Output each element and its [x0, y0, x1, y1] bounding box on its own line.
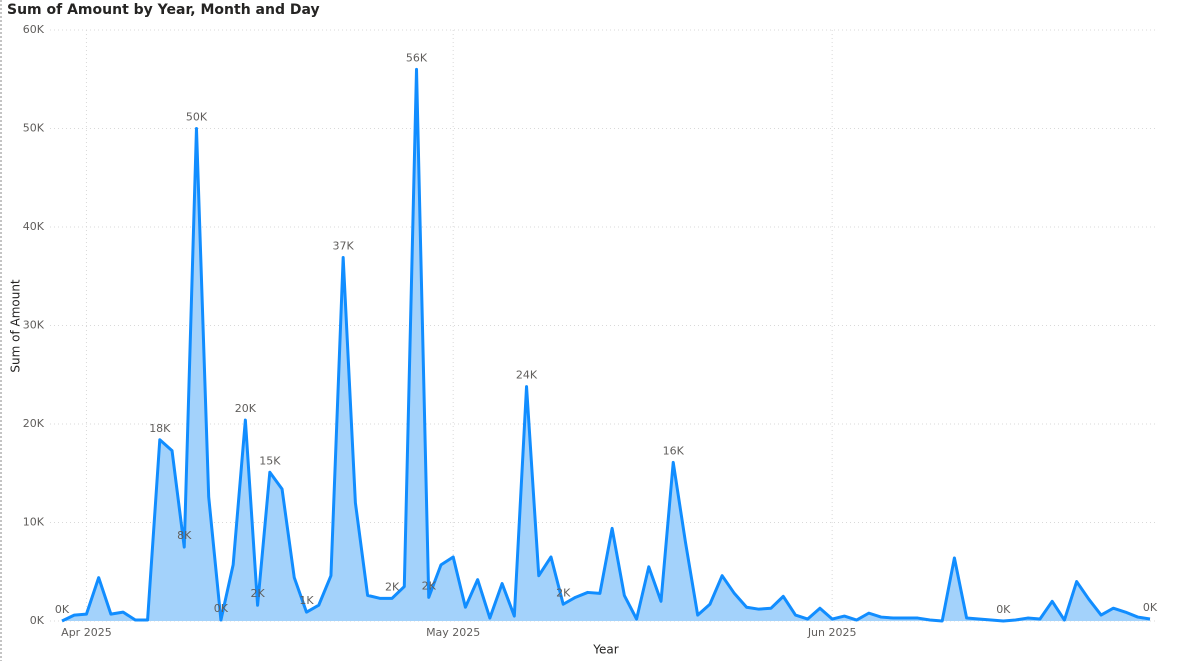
data-label: 2K — [422, 579, 437, 592]
y-tick-label: 40K — [23, 220, 45, 233]
y-tick-label: 60K — [23, 23, 45, 36]
y-tick-label: 20K — [23, 417, 45, 430]
data-label: 15K — [259, 454, 281, 467]
data-label: 50K — [186, 111, 208, 124]
data-label: 2K — [385, 580, 400, 593]
x-axis-title: Year — [592, 643, 618, 657]
data-label: 0K — [55, 603, 70, 616]
data-label: 37K — [333, 240, 355, 253]
data-label: 16K — [663, 444, 685, 457]
y-tick-label: 50K — [23, 122, 45, 135]
data-label: 0K — [996, 603, 1011, 616]
data-label: 24K — [516, 369, 538, 382]
data-label: 8K — [177, 529, 192, 542]
line — [61, 67, 1151, 623]
data-label: 2K — [556, 586, 571, 599]
data-label: 0K — [214, 602, 229, 615]
x-tick-label: Jun 2025 — [807, 626, 857, 639]
y-tick-label: 0K — [30, 614, 45, 627]
data-label: 56K — [406, 51, 428, 64]
data-label: 1K — [299, 594, 314, 607]
data-label: 0K — [1143, 601, 1158, 614]
data-label: 20K — [235, 402, 257, 415]
data-label: 18K — [149, 422, 171, 435]
x-tick-label: Apr 2025 — [61, 626, 112, 639]
y-tick-label: 30K — [23, 319, 45, 332]
y-axis-title: Sum of Amount — [9, 279, 23, 373]
area — [62, 69, 1150, 621]
x-tick-label: May 2025 — [426, 626, 480, 639]
y-tick-label: 10K — [23, 516, 45, 529]
data-label: 2K — [250, 587, 265, 600]
chart-title: Sum of Amount by Year, Month and Day — [7, 2, 320, 18]
